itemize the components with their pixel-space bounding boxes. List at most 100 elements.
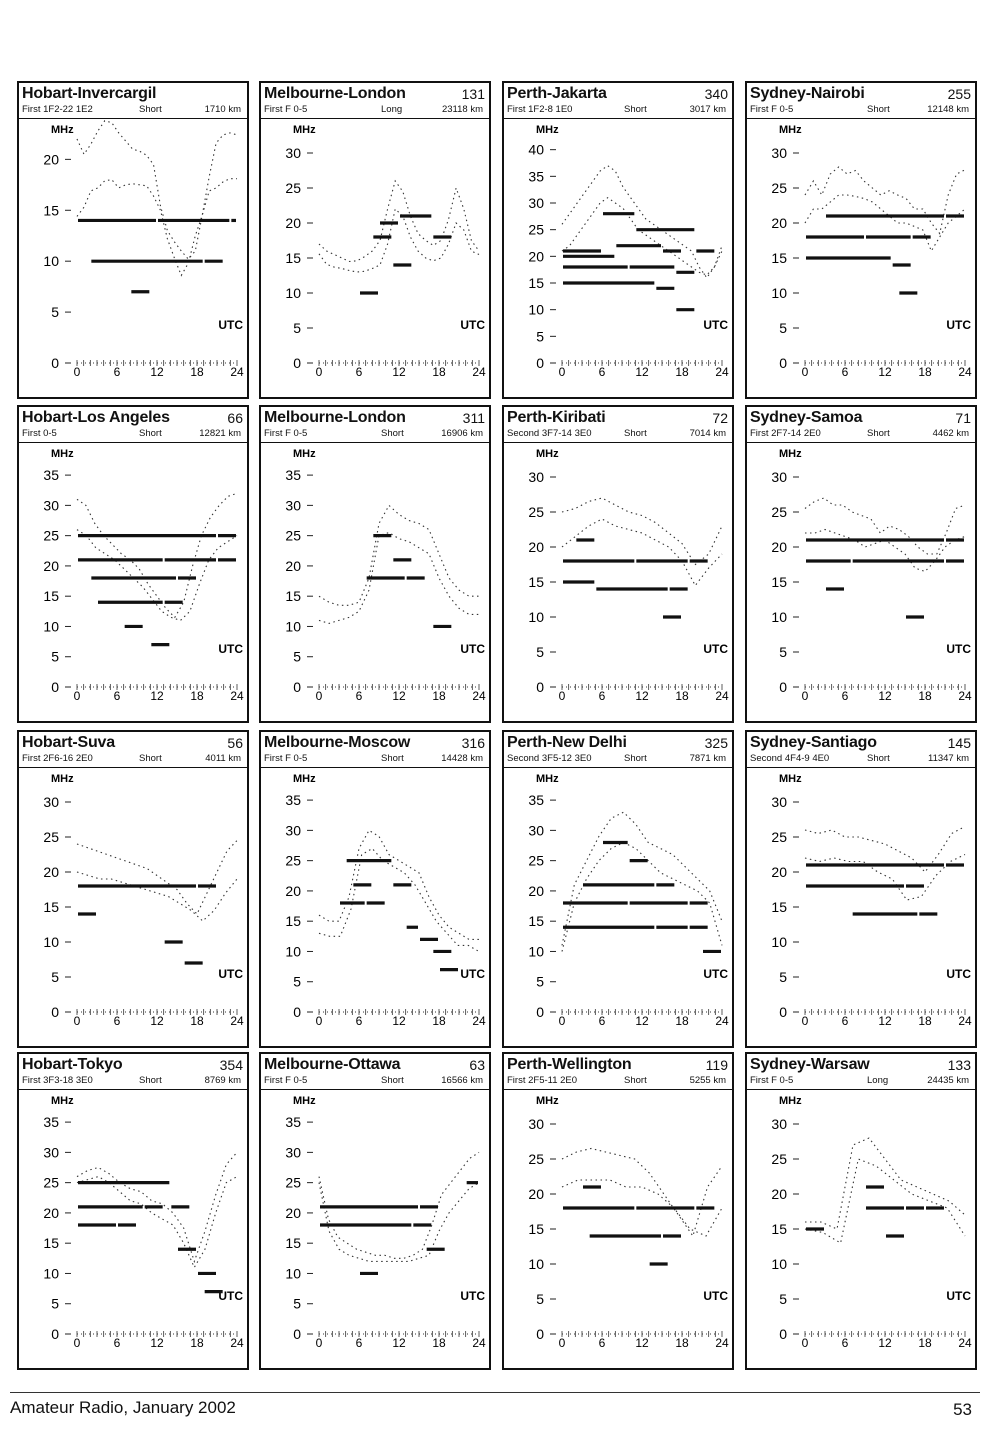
y-tick-label: 30 [43, 794, 59, 810]
chart-path: Short [867, 428, 890, 439]
y-tick-label: 25 [43, 1175, 59, 1191]
y-axis-label: MHz [536, 1095, 559, 1107]
y-tick-label: 25 [43, 829, 59, 845]
y-tick-label: 20 [43, 151, 59, 167]
x-tick-label: 12 [635, 1014, 649, 1028]
series-line [804, 1158, 966, 1244]
x-tick-label: 12 [635, 365, 649, 379]
y-tick-label: 15 [528, 275, 544, 291]
y-axis-label: MHz [293, 773, 316, 785]
y-axis-label: MHz [293, 124, 316, 136]
y-tick-label: 20 [771, 215, 787, 231]
chart-panel: Sydney-Samoa 71 First 2F7-14 2E0 Short 4462 … [745, 405, 977, 723]
x-axis-label: UTC [946, 1289, 971, 1303]
chart-title: Hobart-Suva [22, 734, 115, 751]
y-axis-label: MHz [51, 448, 74, 460]
y-tick-label: 5 [536, 974, 544, 990]
series-line [76, 1176, 238, 1269]
y-tick-label: 30 [528, 195, 544, 211]
x-axis-label: UTC [218, 967, 243, 981]
chart-plot: MHz 0 5 10 15 20 25 30 0 6 12 18 24 UTC [43, 773, 244, 1028]
series-line [76, 120, 238, 260]
x-tick-label: 6 [114, 689, 121, 703]
chart-plot: MHz 0 5 10 15 20 0 6 12 18 24 UTC [43, 120, 244, 379]
y-tick-label: 10 [285, 618, 301, 634]
chart-number: 311 [462, 410, 485, 426]
x-tick-label: 24 [958, 365, 972, 379]
series-line [318, 1151, 480, 1259]
x-axis-label: UTC [703, 1289, 728, 1303]
y-tick-label: 5 [293, 649, 301, 665]
y-tick-label: 20 [528, 539, 544, 555]
chart-header: Perth-Wellington 119 First 2F5-11 2E0 Short… [504, 1054, 732, 1090]
x-tick-label: 24 [230, 1336, 244, 1350]
x-tick-label: 6 [356, 1014, 363, 1028]
y-tick-label: 0 [779, 1004, 787, 1020]
chart-panel: Hobart-Suva 56 First 2F6-16 2E0 Short 4011 k… [17, 730, 249, 1048]
chart-title: Hobart-Los Angeles [22, 409, 170, 426]
y-tick-label: 10 [528, 943, 544, 959]
y-tick-label: 10 [285, 943, 301, 959]
y-tick-label: 30 [771, 469, 787, 485]
y-tick-label: 0 [779, 679, 787, 695]
y-tick-label: 0 [779, 1326, 787, 1342]
chart-number: 72 [712, 410, 728, 426]
chart-panel: Melbourne-London 131 First F 0-5 Long 23118 … [259, 81, 491, 399]
y-tick-label: 25 [285, 853, 301, 869]
chart-distance: 12148 km [927, 104, 969, 115]
chart-panel: Melbourne-Moscow 316 First F 0-5 Short 14428… [259, 730, 491, 1048]
x-tick-label: 18 [918, 365, 932, 379]
series-line [561, 1147, 723, 1238]
x-tick-label: 6 [842, 689, 849, 703]
y-tick-label: 25 [771, 504, 787, 520]
y-tick-label: 10 [771, 1256, 787, 1272]
y-axis-label: MHz [536, 773, 559, 785]
x-tick-label: 24 [472, 1336, 486, 1350]
y-axis-label: MHz [536, 448, 559, 460]
chart-path: Short [867, 753, 890, 764]
y-tick-label: 10 [285, 285, 301, 301]
x-tick-label: 12 [392, 1336, 406, 1350]
series-line [318, 207, 480, 273]
chart-plot: MHz 0 5 10 15 20 25 30 35 0 6 12 18 24 UTC [285, 448, 486, 703]
chart-title: Melbourne-London [264, 409, 406, 426]
y-tick-label: 10 [771, 609, 787, 625]
chart-path: Long [381, 104, 403, 115]
chart-plot: MHz 0 5 10 15 20 25 30 35 40 0 6 12 18 24 UTC [528, 124, 729, 379]
chart-header: Melbourne-Moscow 316 First F 0-5 Short 14428… [261, 732, 489, 768]
series-line [805, 528, 966, 573]
series-line [561, 811, 723, 946]
chart-header: Hobart-Los Angeles 66 First 0-5 Short 12821 … [19, 407, 247, 443]
y-tick-label: 25 [771, 829, 787, 845]
chart-distance: 11347 km [927, 753, 969, 764]
chart-distance: 7014 km [689, 428, 726, 439]
chart-distance: 8769 km [204, 1075, 241, 1086]
y-tick-label: 5 [293, 320, 301, 336]
x-tick-label: 12 [150, 1014, 164, 1028]
y-tick-label: 15 [43, 1235, 59, 1251]
chart-distance: 16906 km [441, 428, 483, 439]
series-line [804, 854, 966, 901]
chart-plot: MHz 0 5 10 15 20 25 30 35 0 6 12 18 24 UTC [285, 773, 486, 1028]
x-tick-label: 24 [230, 365, 244, 379]
y-tick-label: 10 [43, 618, 59, 634]
y-tick-label: 15 [528, 574, 544, 590]
y-tick-label: 15 [285, 588, 301, 604]
x-tick-label: 24 [715, 1014, 729, 1028]
x-tick-label: 24 [715, 1336, 729, 1350]
x-tick-label: 0 [802, 689, 809, 703]
y-tick-label: 5 [293, 974, 301, 990]
y-tick-label: 5 [51, 304, 59, 320]
chart-header: Hobart-Suva 56 First 2F6-16 2E0 Short 4011 k… [19, 732, 247, 768]
x-tick-label: 6 [356, 689, 363, 703]
series-line [804, 194, 966, 253]
chart-number: 119 [705, 1057, 728, 1073]
y-tick-label: 20 [43, 864, 59, 880]
x-tick-label: 18 [190, 365, 204, 379]
y-tick-label: 30 [285, 145, 301, 161]
y-tick-label: 25 [285, 1175, 301, 1191]
y-tick-label: 5 [293, 1296, 301, 1312]
chart-panel: Sydney-Santiago 145 Second 4F4-9 4E0 Short 1… [745, 730, 977, 1048]
x-tick-label: 0 [74, 365, 81, 379]
chart-path: Short [139, 104, 162, 115]
